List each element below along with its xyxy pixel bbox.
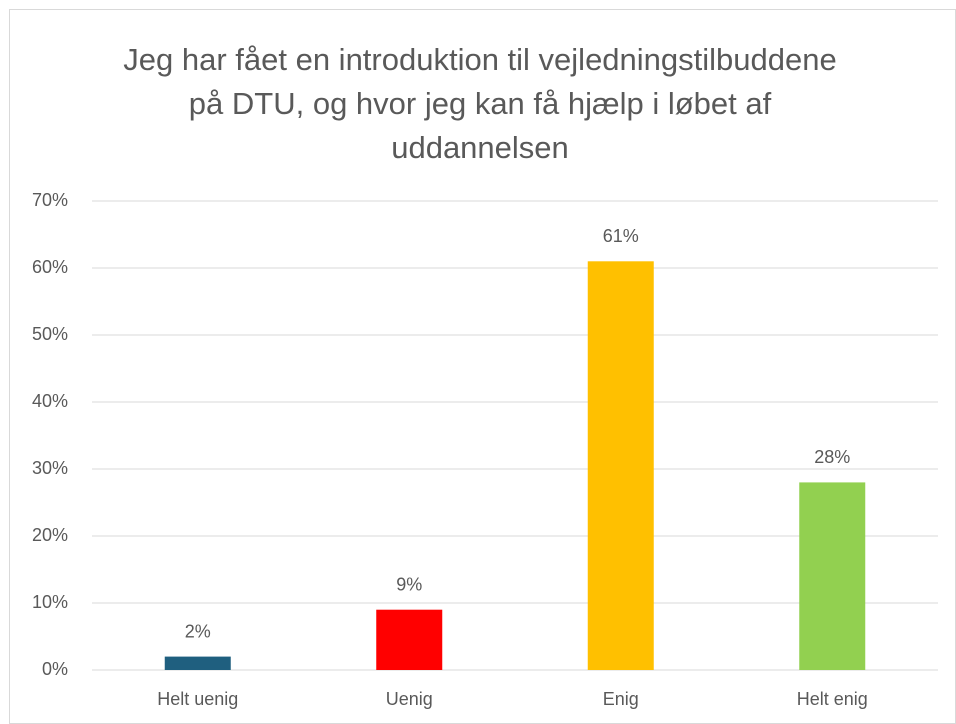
bar — [164, 656, 231, 670]
x-tick-label: Enig — [603, 689, 639, 709]
y-tick-label: 70% — [32, 190, 68, 210]
bar — [376, 609, 443, 670]
y-tick-label: 0% — [42, 659, 68, 679]
y-tick-label: 40% — [32, 391, 68, 411]
chart-title: Jeg har fået en introduktion til vejledn… — [123, 42, 837, 165]
y-tick-label: 30% — [32, 458, 68, 478]
x-tick-label: Helt uenig — [157, 689, 238, 709]
data-label: 28% — [814, 447, 850, 467]
x-tick-label: Uenig — [386, 689, 433, 709]
y-tick-label: 50% — [32, 324, 68, 344]
y-tick-label: 60% — [32, 257, 68, 277]
data-label: 61% — [603, 226, 639, 246]
y-tick-label: 10% — [32, 592, 68, 612]
y-tick-label: 20% — [32, 525, 68, 545]
bar — [587, 261, 654, 670]
data-label: 9% — [396, 574, 422, 594]
x-tick-label: Helt enig — [797, 689, 868, 709]
data-label: 2% — [185, 621, 211, 641]
bar — [799, 482, 866, 670]
